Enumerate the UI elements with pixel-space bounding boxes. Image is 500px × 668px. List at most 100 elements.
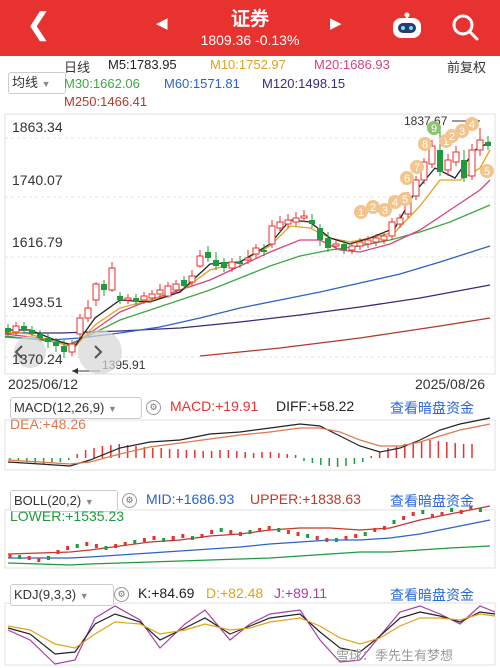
svg-text:3: 3 (382, 205, 388, 217)
boll-tick (478, 508, 482, 512)
candle-body (188, 275, 196, 283)
candle-body (61, 346, 67, 352)
candle-body (268, 225, 276, 245)
svg-text:7: 7 (414, 162, 420, 174)
boll-tick (450, 508, 454, 512)
kdj-settings-icon[interactable]: ⚙ (114, 585, 129, 602)
boll-tick (200, 534, 204, 538)
boll-tick (219, 528, 223, 532)
candle-body (437, 150, 443, 172)
ma10-label: M10:1752.97 (210, 57, 286, 72)
macd-value: MACD:+19.91 (170, 398, 259, 414)
boll-tick (382, 526, 386, 530)
candle-body (309, 220, 315, 224)
boll-dark-pool-link[interactable]: 查看暗盘资金 (390, 493, 474, 509)
search-icon[interactable] (450, 12, 480, 42)
candle-body (300, 215, 308, 219)
macd-dea-line (7, 423, 491, 465)
boll-tick (325, 538, 329, 542)
boll-mid-line (8, 519, 491, 559)
gear-icon: ⚙ (122, 493, 137, 508)
candle-body (5, 328, 11, 332)
svg-text:2: 2 (370, 202, 376, 214)
adjust-toggle[interactable]: 前复权 (447, 60, 487, 75)
prev-stock-button[interactable]: ◀ (156, 14, 168, 32)
macd-frame (4, 419, 496, 471)
kdj-j-line (7, 605, 496, 665)
candle-body (84, 307, 92, 319)
boll-tick (392, 520, 396, 524)
boll-tick (27, 556, 31, 560)
price-change: 1809.36 -0.13% (200, 32, 300, 48)
candle-body (468, 149, 476, 177)
svg-text:2: 2 (449, 131, 455, 143)
candle-body (341, 244, 347, 250)
boll-tick (229, 530, 233, 534)
candle-body (244, 257, 252, 261)
boll-tick (421, 510, 425, 514)
candle-body (156, 289, 164, 295)
zoom-handle[interactable] (14, 330, 122, 374)
ma20-label: M20:1686.93 (314, 57, 390, 72)
triangle-right-icon: ▶ (330, 15, 342, 32)
date-end-label: 2025/08/26 (415, 376, 486, 392)
macd-dark-pool-link[interactable]: 查看暗盘资金 (390, 400, 474, 416)
candle-body (284, 219, 292, 225)
candle-body (485, 142, 491, 146)
boll-upper-value: UPPER:+1838.63 (250, 491, 361, 507)
ma-type-select[interactable]: 均线 ▼ (8, 72, 66, 94)
boll-tick (306, 534, 310, 538)
boll-tick (402, 516, 406, 520)
kdj-frame (4, 602, 496, 666)
kdj-dark-pool-link[interactable]: 查看暗盘资金 (390, 587, 474, 603)
candle-body (124, 297, 132, 301)
macd-diff-line (7, 417, 491, 467)
candle-body (172, 283, 180, 291)
boll-tick (267, 526, 271, 530)
boll-tick (354, 534, 358, 538)
candle-body (228, 261, 236, 269)
main-chart-frame (4, 113, 496, 375)
macd-indicator-select[interactable]: MACD(12,26,9) ▼ (10, 397, 142, 419)
candle-body (205, 252, 211, 258)
boll-tick (152, 536, 156, 540)
kdj-indicator-select[interactable]: KDJ(9,3,3) ▼ (10, 584, 114, 606)
price-axis-label: 1740.07 (12, 172, 63, 188)
boll-tick (123, 542, 127, 546)
svg-text:6: 6 (404, 173, 410, 185)
ma120-label: M120:1498.15 (262, 76, 346, 91)
svg-text:9: 9 (431, 123, 437, 135)
boll-tick (344, 536, 348, 540)
boll-settings-icon[interactable]: ⚙ (122, 491, 137, 508)
boll-tick (430, 514, 434, 518)
candle-body (372, 237, 380, 243)
boll-tick (8, 554, 12, 558)
date-start-label: 2025/06/12 (8, 376, 79, 392)
boll-indicator-select[interactable]: BOLL(20,2) ▼ (10, 490, 118, 512)
boll-tick (114, 544, 118, 548)
candle-body (356, 241, 364, 247)
candle-body (348, 245, 356, 251)
svg-text:4: 4 (392, 197, 398, 209)
candle-body (181, 280, 187, 286)
boll-tick (181, 534, 185, 538)
boll-tick (171, 536, 175, 540)
robot-icon[interactable] (390, 12, 424, 42)
back-button[interactable]: ❮ (26, 10, 51, 40)
ma60-label: M60:1571.81 (164, 76, 240, 91)
main-grid (5, 137, 495, 358)
candlestick-series (5, 128, 491, 358)
price-axis-label: 1863.34 (12, 119, 63, 135)
macd-settings-icon[interactable]: ⚙ (146, 398, 161, 415)
boll-tick (75, 544, 79, 548)
boll-tick (66, 546, 70, 550)
top-bar: ❮ ◀ 证券 1809.36 -0.13% ▶ (0, 0, 500, 56)
boll-tick (238, 532, 242, 536)
boll-tick (133, 540, 137, 544)
candle-body (476, 139, 484, 151)
boll-price-ticks (8, 506, 482, 562)
candle-body (325, 238, 331, 248)
candle-body (37, 334, 43, 338)
next-stock-button[interactable]: ▶ (330, 14, 342, 32)
